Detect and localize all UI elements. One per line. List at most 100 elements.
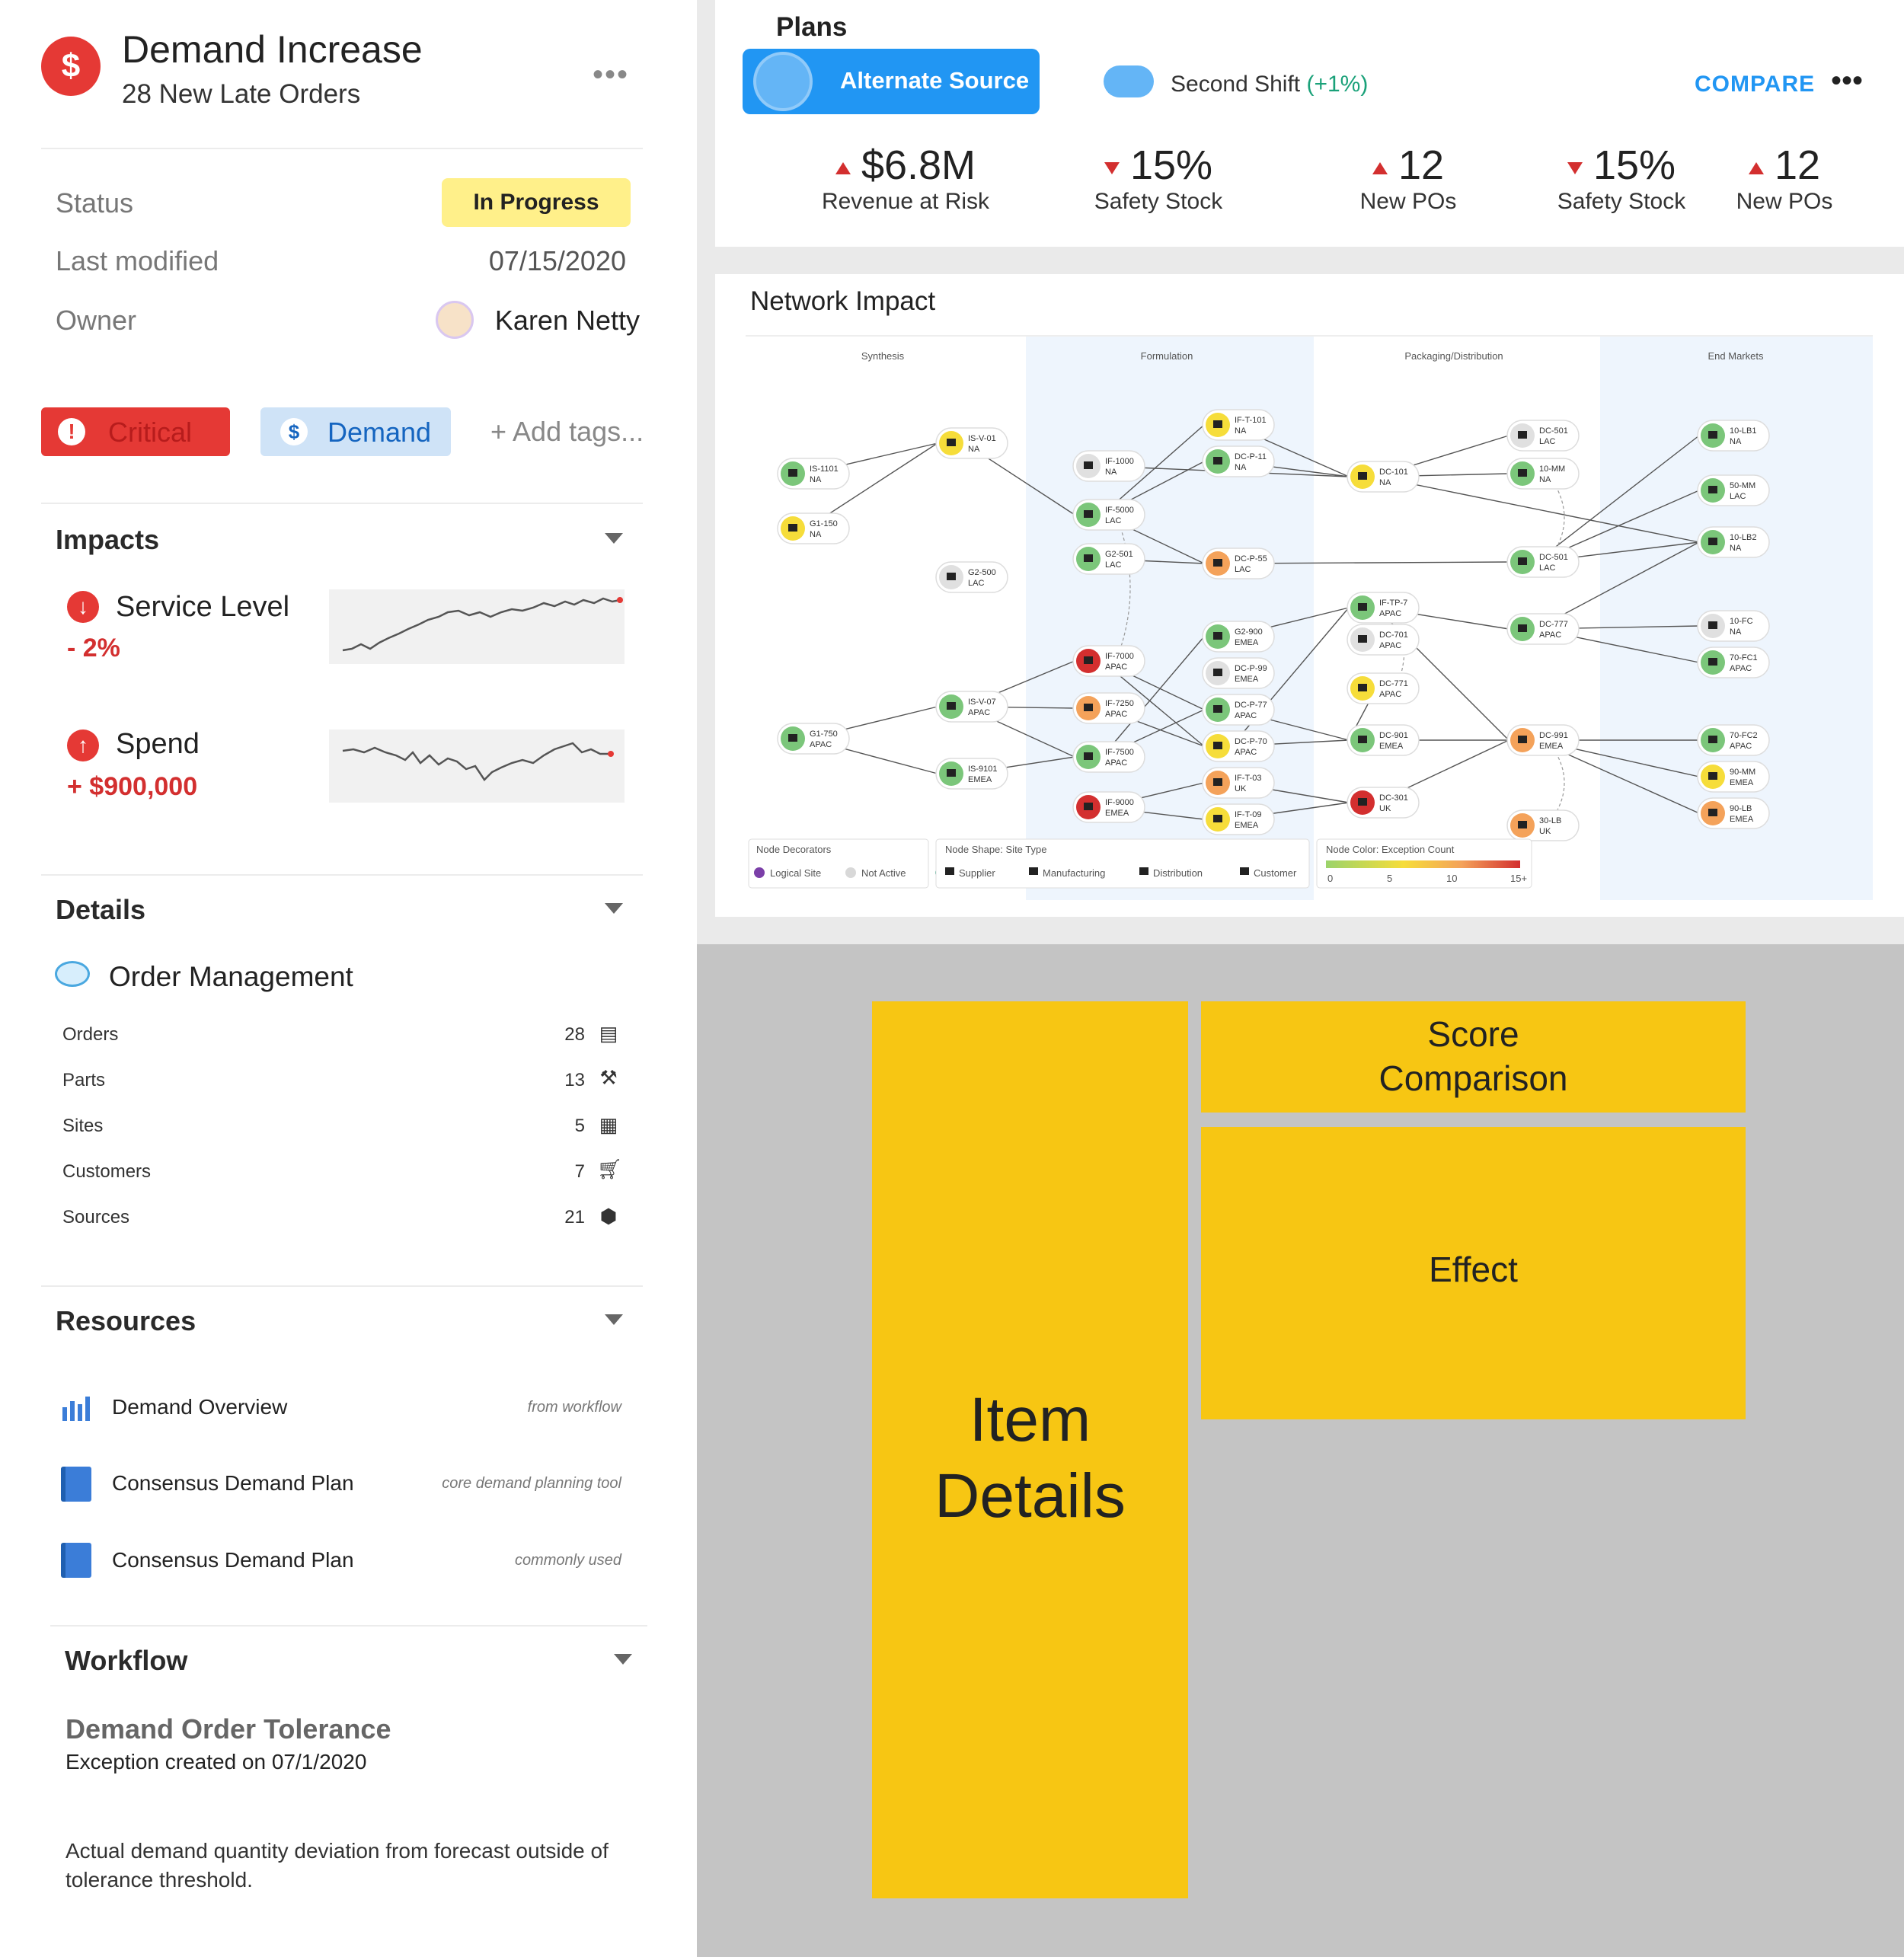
detail-row-count[interactable]: 5 (574, 1116, 585, 1136)
arrow-up-icon (1372, 161, 1388, 174)
svg-text:NA: NA (1730, 437, 1742, 446)
add-tags-input[interactable]: + Add tags... (490, 416, 644, 447)
svg-text:APAC: APAC (1539, 631, 1561, 640)
svg-text:DC-701: DC-701 (1379, 631, 1408, 640)
svg-text:G2-501: G2-501 (1105, 550, 1133, 559)
network-node[interactable]: IF-T-09 EMEA (1202, 803, 1275, 835)
legend-item: Customer (1254, 867, 1297, 879)
plan-alternate-source-button[interactable]: Alternate Source (743, 49, 1040, 114)
svg-text:70-FC2: 70-FC2 (1730, 731, 1758, 740)
compare-button[interactable]: COMPARE (1695, 72, 1816, 97)
plan-second-shift[interactable]: Second Shift (+1%) (1171, 72, 1368, 97)
svg-text:IS-9101: IS-9101 (968, 765, 998, 774)
svg-text:DC-901: DC-901 (1379, 731, 1408, 740)
spend-sparkline (329, 729, 625, 803)
svg-text:NA: NA (1235, 426, 1247, 436)
network-node[interactable]: DC-771 APAC (1347, 672, 1420, 704)
svg-text:APAC: APAC (1235, 711, 1257, 720)
kpi-label: Safety Stock (1094, 189, 1223, 214)
network-node[interactable]: DC-P-99 EMEA (1202, 657, 1275, 689)
network-node[interactable]: DC-P-70 APAC (1202, 730, 1275, 762)
svg-text:APAC: APAC (1730, 664, 1752, 673)
network-node[interactable]: DC-P-55 LAC (1202, 548, 1275, 579)
network-node[interactable]: G2-500 LAC (935, 561, 1008, 593)
arrow-down-icon (1567, 161, 1583, 174)
network-node[interactable]: IF-7250 APAC (1072, 692, 1145, 724)
detail-row-count[interactable]: 7 (574, 1161, 585, 1182)
workflow-name[interactable]: Demand Order Tolerance (65, 1713, 391, 1745)
legend-scale-label: 5 (1387, 873, 1392, 884)
tag-demand[interactable]: $ Demand (260, 407, 451, 456)
network-node[interactable]: 50-MM LAC (1697, 474, 1770, 506)
network-node[interactable]: 10-LB2 NA (1697, 526, 1770, 558)
network-node[interactable]: 90-LB EMEA (1697, 797, 1770, 829)
chevron-down-icon[interactable] (605, 903, 623, 914)
plans-more-button[interactable]: ••• (1831, 64, 1864, 97)
score-comparison-block[interactable]: Score Comparison (1201, 1001, 1746, 1113)
network-node[interactable]: DC-901 EMEA (1347, 724, 1420, 756)
network-node[interactable]: 70-FC1 APAC (1697, 646, 1770, 678)
svg-text:DC-P-70: DC-P-70 (1235, 737, 1267, 746)
chevron-down-icon[interactable] (614, 1654, 632, 1665)
svg-text:10-FC: 10-FC (1730, 617, 1753, 626)
detail-row-count[interactable]: 21 (564, 1207, 585, 1228)
network-node[interactable]: 30-LB UK (1506, 809, 1580, 841)
network-node[interactable]: IF-1000 NA (1072, 450, 1145, 482)
network-node[interactable]: IF-9000 EMEA (1072, 791, 1145, 823)
network-node[interactable]: DC-P-11 NA (1202, 445, 1275, 477)
owner-value[interactable]: Karen Netty (494, 305, 640, 336)
network-node[interactable]: IS-V-01 NA (935, 427, 1008, 459)
network-graph[interactable]: Synthesis Formulation Packaging/Distributi… (746, 337, 1873, 900)
network-node[interactable]: DC-991 EMEA (1506, 724, 1580, 756)
network-node[interactable]: G1-150 NA (777, 512, 850, 544)
more-options-button[interactable]: ••• (593, 58, 630, 91)
svg-text:APAC: APAC (1105, 662, 1127, 672)
resource-link[interactable]: Consensus Demand Plan (112, 1548, 354, 1572)
detail-row-label: Sources (62, 1207, 130, 1228)
svg-text:IF-5000: IF-5000 (1105, 506, 1134, 515)
svg-text:30-LB: 30-LB (1539, 816, 1561, 825)
legend-title: Node Decorators (756, 844, 832, 855)
chevron-down-icon[interactable] (605, 1314, 623, 1325)
effect-block[interactable]: Effect (1201, 1127, 1746, 1419)
network-impact-card: Network Impact Synthesis Formulation Packa… (715, 274, 1904, 917)
resource-link[interactable]: Consensus Demand Plan (112, 1471, 354, 1495)
tag-demand-label: Demand (327, 417, 432, 448)
detail-row-count[interactable]: 28 (564, 1024, 585, 1045)
dollar-icon: $ (280, 418, 308, 445)
resource-note: from workflow (527, 1399, 621, 1416)
tag-critical-label: Critical (108, 417, 193, 448)
chevron-down-icon[interactable] (605, 533, 623, 544)
network-node[interactable]: 70-FC2 APAC (1697, 724, 1770, 756)
tag-critical[interactable]: ! Critical (41, 407, 230, 456)
svg-text:APAC: APAC (810, 740, 832, 749)
network-node[interactable]: DC-777 APAC (1506, 613, 1580, 645)
detail-row-count[interactable]: 13 (564, 1070, 585, 1090)
status-badge[interactable]: In Progress (442, 178, 631, 227)
exclamation-icon: ! (58, 418, 85, 445)
resource-link[interactable]: Demand Overview (112, 1395, 288, 1419)
item-details-block[interactable]: Item Details (872, 1001, 1188, 1898)
